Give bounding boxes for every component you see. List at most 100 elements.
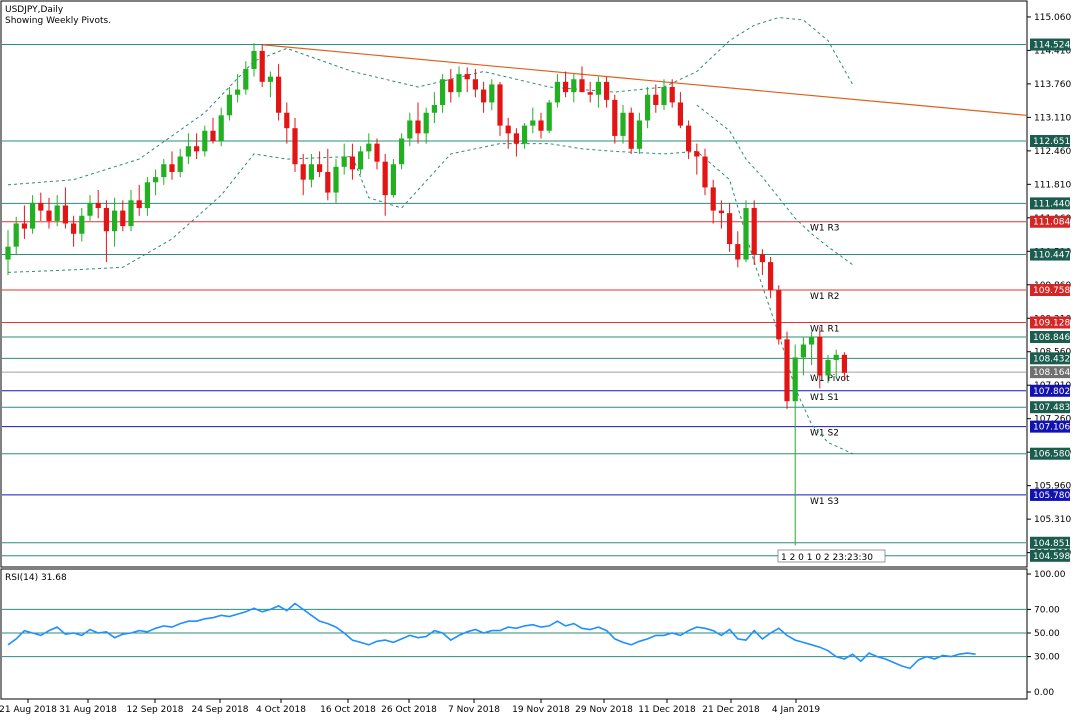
price-tag-label: 104.598	[1033, 552, 1070, 562]
chart-title: USDJPY,Daily	[5, 5, 64, 15]
candle-body	[169, 164, 175, 172]
candle-body	[751, 208, 757, 255]
price-tag-label: 106.580	[1033, 450, 1070, 460]
price-tag	[1030, 215, 1070, 228]
candle-body	[210, 130, 216, 142]
rsi-axis: 100.00 70.00 50.00 30.00 0.00	[1027, 570, 1066, 698]
candle-body	[464, 74, 470, 80]
price-tag	[1030, 384, 1070, 397]
level-lines: W1 R3 W1 R2 W1 R1 W1 Pivot W1 S1 W1 S2 W1 S3	[2, 44, 1026, 557]
candle-body	[735, 244, 741, 260]
level-name: W1 S2	[810, 429, 839, 439]
candle-body	[62, 205, 68, 224]
candle-body	[481, 89, 487, 103]
candle-body	[177, 156, 183, 172]
candle-body	[645, 94, 651, 121]
rsi-tick-label: 0.00	[1034, 688, 1054, 698]
rsi-line	[7, 602, 976, 670]
candle-body	[448, 79, 454, 93]
candle-body	[407, 120, 413, 139]
candle-body	[317, 164, 323, 172]
candle-body	[841, 354, 847, 373]
candle-body	[587, 92, 593, 95]
bar-countdown: 1 2 0 1 0 2 23:23:30	[777, 549, 886, 563]
candle-body	[636, 120, 642, 149]
candle-body	[218, 115, 224, 142]
rsi-plot-frame	[0, 568, 1028, 700]
price-tag-label: 109.128	[1033, 318, 1070, 328]
price-tag	[1030, 352, 1070, 365]
candle-body	[21, 223, 27, 229]
candle-body	[669, 86, 675, 103]
candle-body	[522, 125, 528, 144]
price-tag	[1030, 197, 1070, 210]
candle-body	[374, 143, 380, 162]
candle-body	[46, 210, 52, 221]
candle-body	[202, 130, 208, 152]
level-name: W1 R1	[810, 324, 839, 334]
candle-body	[30, 202, 36, 229]
price-tag-label: 105.780	[1033, 491, 1070, 501]
price-tick-label: 113.760	[1034, 80, 1071, 90]
candle-body	[251, 50, 257, 69]
candle-body	[759, 254, 765, 263]
price-tag	[1030, 316, 1070, 329]
candle-body	[349, 156, 355, 170]
candle-body	[243, 68, 249, 90]
price-tick-label: 111.810	[1034, 180, 1071, 190]
price-tags: 114.524 112.651 111.440 111.084 110.447 109.7…	[1030, 38, 1070, 562]
candle-body	[292, 128, 298, 165]
time-tick-label: 19 Nov 2018	[512, 705, 570, 715]
level-name: W1 S1	[810, 393, 839, 403]
candle-body	[440, 79, 446, 106]
price-tag-label: 109.758	[1033, 286, 1070, 296]
candle-body	[571, 79, 577, 93]
candle-body	[579, 79, 585, 93]
candle-body	[431, 105, 437, 113]
rsi-tick-label: 50.00	[1034, 629, 1060, 639]
trendline-segment	[262, 44, 1027, 116]
time-tick-label: 31 Aug 2018	[59, 705, 117, 715]
price-tag-label: 108.164	[1033, 368, 1070, 378]
price-tag	[1030, 284, 1070, 297]
candle-body	[325, 171, 331, 193]
price-tag-label: 104.851	[1033, 539, 1070, 549]
candle-body	[612, 99, 618, 136]
candle-body	[103, 208, 109, 232]
candle-body	[620, 112, 626, 136]
time-tick-label: 21 Aug 2018	[0, 705, 57, 715]
candle-body	[185, 146, 191, 157]
candle-body	[718, 210, 724, 214]
price-tag	[1030, 401, 1070, 414]
candle-body	[809, 336, 815, 345]
candle-body	[604, 81, 610, 100]
candle-body	[530, 120, 536, 126]
candle-body	[423, 112, 429, 134]
candle-body	[497, 84, 503, 126]
candle-body	[677, 102, 683, 126]
price-tag	[1030, 135, 1070, 148]
time-tick-label: 11 Dec 2018	[638, 705, 696, 715]
candle-body	[308, 164, 314, 180]
candle-body	[341, 156, 347, 167]
candle-body	[653, 94, 659, 106]
time-axis: 21 Aug 2018 31 Aug 2018 12 Sep 2018 24 Sep …	[0, 699, 820, 715]
candle-body	[54, 205, 60, 221]
price-tag	[1030, 248, 1070, 261]
rsi-title: RSI(14) 31.68	[5, 573, 67, 583]
candle-body	[513, 133, 519, 144]
candles	[5, 43, 847, 546]
price-tag-label: 114.524	[1033, 41, 1070, 51]
candle-body	[710, 187, 716, 211]
candle-body	[472, 79, 478, 90]
price-tag	[1030, 420, 1070, 433]
candle-body	[95, 202, 101, 209]
price-tick-label: 114.410	[1034, 46, 1071, 56]
price-tick-label: 107.260	[1034, 415, 1071, 425]
candle-body	[686, 125, 692, 152]
time-tick-label: 7 Nov 2018	[448, 705, 500, 715]
price-tag-label: 111.084	[1033, 218, 1070, 228]
rsi-tick-label: 70.00	[1034, 605, 1060, 615]
candle-body	[366, 143, 372, 152]
candle-body	[161, 164, 167, 178]
